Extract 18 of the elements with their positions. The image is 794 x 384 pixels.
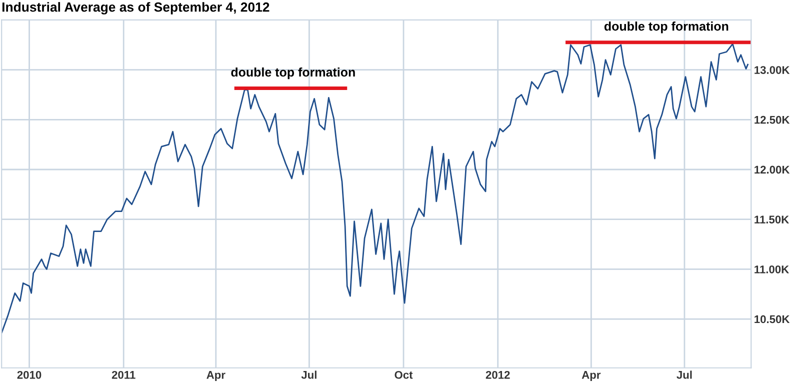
annotation: double top formation bbox=[604, 22, 728, 34]
line-series bbox=[0, 43, 749, 334]
x-tick-label: Apr bbox=[582, 371, 601, 382]
y-tick-label: 13.00K bbox=[754, 66, 790, 74]
chart-title: Industrial Average as of September 4, 2012 bbox=[2, 2, 270, 14]
y-tick-label: 11.50K bbox=[754, 216, 790, 224]
y-tick-label: 10.50K bbox=[754, 315, 790, 324]
x-tick-label: Jul bbox=[676, 370, 692, 379]
x-tick-label: 2012 bbox=[486, 370, 510, 379]
x-tick-label: Oct bbox=[394, 370, 413, 379]
x-tick-label: 2011 bbox=[112, 370, 136, 379]
y-tick-label: 12.50K bbox=[754, 116, 790, 124]
y-tick-label: 12.00K bbox=[754, 166, 790, 174]
x-tick-label: Apr bbox=[206, 371, 226, 382]
annotation: double top formation bbox=[231, 67, 355, 80]
x-tick-label: 2010 bbox=[17, 370, 42, 379]
x-tick-label: Jul bbox=[301, 370, 316, 379]
y-tick-label: 11.00K bbox=[754, 265, 790, 274]
